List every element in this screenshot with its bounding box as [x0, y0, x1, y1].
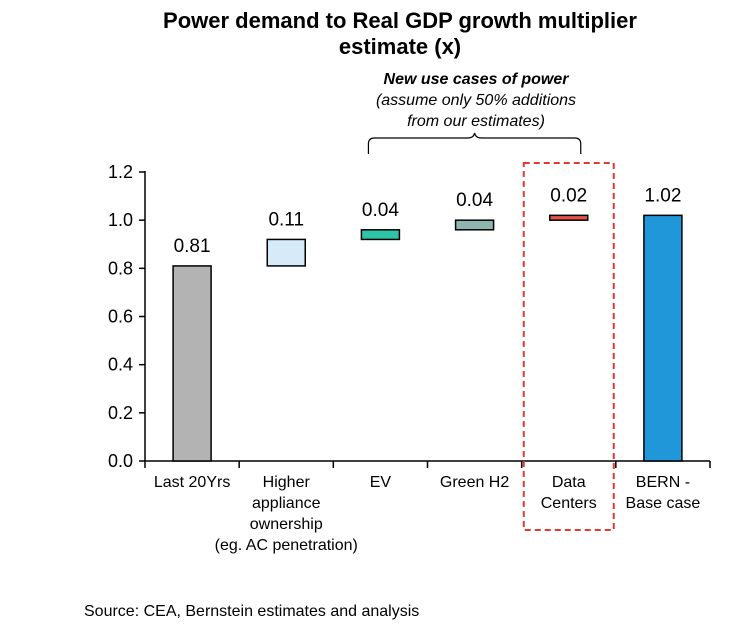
y-tick-label: 0.8 — [108, 258, 133, 278]
bar — [454, 219, 495, 231]
bar — [643, 214, 683, 462]
y-tick-label: 0.0 — [108, 451, 133, 471]
y-tick-label: 0.4 — [108, 355, 133, 375]
chart-title-line: estimate (x) — [339, 34, 461, 59]
data-label: 1.02 — [644, 185, 681, 206]
y-tick-label: 1.0 — [108, 210, 133, 230]
data-label: 0.81 — [174, 236, 211, 257]
y-axis: 0.0 0.2 0.4 0.6 0.8 1.0 1.2 — [108, 162, 711, 471]
data-labels: 0.81 0.11 0.04 0.04 0.02 1.02 — [174, 185, 682, 257]
data-label: 0.04 — [456, 190, 493, 211]
source-note: Source: CEA, Bernstein estimates and ana… — [84, 603, 420, 620]
category-label: Base case — [626, 495, 701, 512]
category-label: EV — [370, 474, 392, 491]
bar — [172, 265, 212, 462]
annotation-brace — [367, 132, 582, 154]
x-axis: Last 20Yrs Higher appliance ownership (eg. A… — [154, 474, 701, 554]
category-label: Green H2 — [440, 474, 509, 491]
category-label: ownership — [250, 516, 323, 533]
chart-title: Power demand to Real GDP growth multipli… — [163, 8, 637, 59]
category-label: BERN - — [636, 474, 690, 491]
y-tick-label: 1.2 — [108, 162, 133, 182]
annotation-title: New use cases of power — [384, 71, 570, 88]
category-label: Data — [552, 474, 586, 491]
bar — [549, 214, 589, 221]
data-label: 0.11 — [268, 209, 304, 230]
bar — [266, 238, 306, 267]
bars — [172, 214, 683, 462]
bar — [360, 229, 401, 241]
category-label: appliance — [252, 495, 321, 512]
chart-title-line: Power demand to Real GDP growth multipli… — [163, 8, 637, 33]
y-tick-label: 0.6 — [108, 307, 133, 327]
category-label: Last 20Yrs — [154, 474, 230, 491]
y-tick-label: 0.2 — [108, 403, 133, 423]
data-label: 0.04 — [362, 200, 399, 221]
annotation-line: (assume only 50% additions — [376, 92, 576, 109]
category-label: Higher — [263, 474, 311, 491]
category-label: Centers — [541, 495, 597, 512]
annotation: New use cases of power (assume only 50% a… — [367, 71, 582, 154]
annotation-line: from our estimates) — [407, 113, 545, 130]
data-label: 0.02 — [550, 185, 587, 206]
highlight-box — [522, 162, 615, 531]
highlight — [522, 162, 615, 531]
category-label: (eg. AC penetration) — [215, 537, 358, 554]
